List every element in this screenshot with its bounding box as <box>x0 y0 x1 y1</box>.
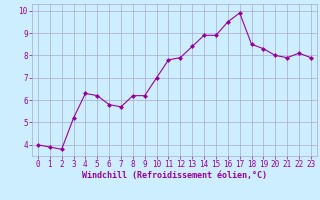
X-axis label: Windchill (Refroidissement éolien,°C): Windchill (Refroidissement éolien,°C) <box>82 171 267 180</box>
